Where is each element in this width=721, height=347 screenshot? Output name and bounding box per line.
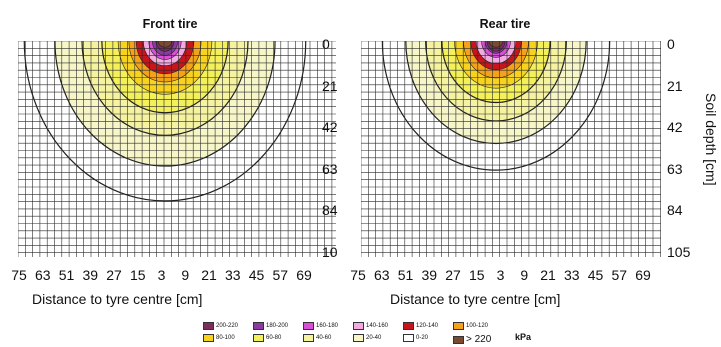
x-tick-label: 39: [82, 267, 99, 283]
legend-label: 20-40: [366, 335, 382, 341]
legend-swatch: [403, 334, 414, 342]
x-tick-label: 3: [496, 267, 505, 283]
legend-label: 60-80: [266, 335, 282, 341]
legend-swatch: [303, 334, 314, 342]
legend-swatch: [253, 334, 264, 342]
y-tick-label: 0: [322, 36, 330, 52]
legend-swatch: [203, 334, 214, 342]
x-tick-label: 51: [397, 267, 414, 283]
front-heatmap-plot: [18, 41, 336, 257]
x-tick-label: 27: [445, 267, 461, 283]
pressure-legend: kPa 200-220 180-200 160-180 140-160 120-140 1…: [203, 322, 563, 346]
x-tick-label: 33: [563, 267, 580, 283]
legend-item: 40-60: [303, 334, 331, 342]
x-tick-label: 21: [201, 267, 217, 283]
legend-item: 160-180: [303, 322, 338, 330]
legend-swatch: [353, 322, 364, 330]
legend-unit: kPa: [515, 332, 532, 342]
legend-item: 100-120: [453, 322, 488, 330]
legend-swatch: [303, 322, 314, 330]
legend-item: 80-100: [203, 334, 235, 342]
legend-label: > 220: [466, 334, 492, 345]
y-tick-label: 0: [667, 36, 675, 52]
legend-swatch: [203, 322, 214, 330]
y-tick-label: 63: [322, 160, 338, 177]
legend-label: 0-20: [416, 335, 429, 341]
legend-label: 100-120: [466, 323, 489, 329]
legend-swatch: [253, 322, 264, 330]
x-tick-label: 75: [11, 267, 27, 283]
legend-label: 200-220: [216, 323, 239, 329]
y-tick-label: 21: [322, 77, 338, 94]
y-tick-label: 105: [667, 243, 691, 260]
legend-label: 80-100: [216, 335, 235, 341]
contour-220: [157, 41, 173, 48]
y-tick-label: 84: [667, 202, 683, 218]
legend-item: 200-220: [203, 322, 238, 330]
legend-label: 120-140: [416, 323, 439, 329]
x-tick-label: 15: [129, 267, 146, 283]
rear-heatmap-plot: [361, 41, 661, 257]
x-tick-label: 69: [635, 267, 651, 283]
x-tick-label: 9: [181, 267, 190, 283]
front-x-axis-label: Distance to tyre centre [cm]: [32, 291, 203, 307]
x-tick-label: 75: [350, 267, 366, 283]
rear-x-axis-label: Distance to tyre centre [cm]: [390, 291, 561, 307]
front-chart-title: Front tire: [142, 17, 198, 31]
legend-item: 20-40: [353, 334, 381, 342]
legend-item: > 220: [453, 334, 491, 345]
x-tick-label: 21: [540, 267, 556, 283]
legend-label: 40-60: [316, 335, 332, 341]
legend-swatch: [353, 334, 364, 342]
legend-item: 60-80: [253, 334, 281, 342]
legend-item: 0-20: [403, 334, 428, 342]
x-tick-label: 63: [34, 267, 51, 283]
legend-swatch: [453, 322, 464, 330]
legend-item: 120-140: [403, 322, 438, 330]
rear-chart-title: Rear tire: [479, 17, 531, 31]
grid: [18, 41, 336, 257]
x-tick-label: 15: [468, 267, 485, 283]
x-tick-label: 39: [421, 267, 438, 283]
y-tick-label: 84: [322, 202, 338, 218]
x-tick-label: 51: [58, 267, 75, 283]
x-tick-label: 57: [611, 267, 628, 283]
y-axis-label: Soil depth [cm]: [703, 93, 719, 186]
x-tick-label: 9: [520, 267, 529, 283]
x-tick-label: 45: [248, 267, 265, 283]
legend-swatch: [403, 322, 414, 330]
legend-label: 140-160: [366, 323, 389, 329]
x-tick-label: 69: [296, 267, 312, 283]
x-tick-label: 63: [373, 267, 390, 283]
y-tick-label: 42: [322, 119, 338, 135]
x-tick-label: 27: [106, 267, 122, 283]
y-tick-label: 63: [667, 160, 683, 177]
legend-item: 140-160: [353, 322, 388, 330]
legend-item: 180-200: [253, 322, 288, 330]
grid: [361, 41, 661, 257]
legend-label: 160-180: [316, 323, 339, 329]
x-tick-label: 45: [587, 267, 604, 283]
x-tick-label: 57: [272, 267, 289, 283]
y-tick-label: 21: [667, 77, 683, 94]
x-tick-label: 3: [157, 267, 166, 283]
x-tick-label: 33: [224, 267, 241, 283]
legend-swatch: [453, 335, 464, 344]
y-tick-label: 42: [667, 119, 683, 135]
legend-label: 180-200: [266, 323, 289, 329]
y-tick-label: 10: [322, 243, 338, 260]
